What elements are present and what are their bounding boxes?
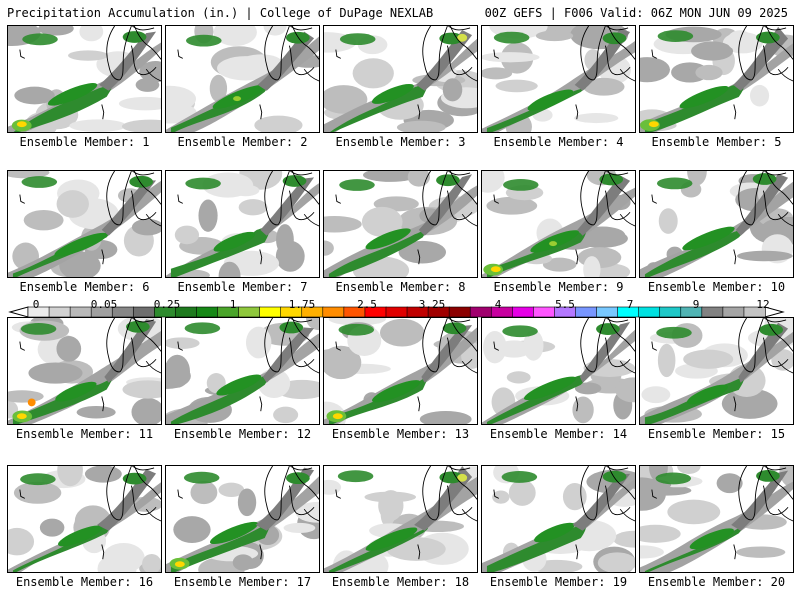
ensemble-member-label: Ensemble Member: 16 [15, 575, 154, 589]
ensemble-member-label: Ensemble Member: 6 [19, 280, 150, 294]
ensemble-member-map [165, 170, 320, 278]
ensemble-member-map [165, 25, 320, 133]
ensemble-member-map [7, 170, 162, 278]
color-scale-cell [575, 306, 598, 318]
ensemble-member-label: Ensemble Member: 17 [173, 575, 312, 589]
ensemble-member-map [481, 25, 636, 133]
color-scale-tick-label: 7 [626, 298, 634, 311]
color-scale-cell [701, 306, 724, 318]
ensemble-member-map [7, 465, 162, 573]
color-scale-cell [638, 306, 661, 318]
color-scale-cell [196, 306, 219, 318]
ensemble-member-map [7, 317, 162, 425]
ensemble-member-label: Ensemble Member: 18 [331, 575, 470, 589]
ensemble-member-map [165, 317, 320, 425]
ensemble-member-map [481, 465, 636, 573]
ensemble-member-label: Ensemble Member: 2 [177, 135, 308, 149]
ensemble-member-map [639, 170, 794, 278]
ensemble-member-label: Ensemble Member: 11 [15, 427, 154, 441]
color-scale-cell [259, 306, 282, 318]
color-scale-cell [238, 306, 261, 318]
ensemble-member-map [481, 317, 636, 425]
color-scale-tick-label: 0.05 [90, 298, 118, 311]
ensemble-member-label: Ensemble Member: 9 [493, 280, 624, 294]
ensemble-member-label: Ensemble Member: 10 [647, 280, 786, 294]
color-scale-tick-label: 9 [692, 298, 700, 311]
color-scale-tick-label: 1 [229, 298, 237, 311]
ensemble-member-label: Ensemble Member: 5 [651, 135, 782, 149]
ensemble-member-map [323, 25, 478, 133]
color-scale-cell [322, 306, 345, 318]
color-scale-tick-label: 2.5 [357, 298, 377, 311]
color-scale-tick-label: 4 [494, 298, 502, 311]
ensemble-member-label: Ensemble Member: 20 [647, 575, 786, 589]
color-scale-cell [469, 306, 492, 318]
chart-title: Precipitation Accumulation (in.) | Colle… [7, 6, 434, 20]
ensemble-member-label: Ensemble Member: 1 [19, 135, 150, 149]
ensemble-member-label: Ensemble Member: 3 [335, 135, 466, 149]
ensemble-member-map [7, 25, 162, 133]
color-scale-cell [722, 306, 745, 318]
ensemble-member-label: Ensemble Member: 13 [331, 427, 470, 441]
ensemble-member-label: Ensemble Member: 15 [647, 427, 786, 441]
ensemble-member-label: Ensemble Member: 4 [493, 135, 624, 149]
color-scale-cell [48, 306, 71, 318]
ensemble-member-map [323, 317, 478, 425]
color-scale-tick-label: 1.75 [288, 298, 316, 311]
ensemble-member-map [165, 465, 320, 573]
color-scale-cell [596, 306, 619, 318]
color-scale-bar [8, 306, 785, 318]
color-scale-tick-label: 0 [32, 298, 40, 311]
ensemble-member-map [639, 25, 794, 133]
run-valid-time: 00Z GEFS | F006 Valid: 06Z MON JUN 09 20… [484, 6, 788, 20]
color-scale-tick-label: 5.5 [555, 298, 575, 311]
color-scale-tick-label: 3.25 [418, 298, 446, 311]
ensemble-member-map [481, 170, 636, 278]
ensemble-member-label: Ensemble Member: 8 [335, 280, 466, 294]
ensemble-member-map [323, 170, 478, 278]
color-scale-tick-label: 12 [756, 298, 770, 311]
color-scale-cell [69, 306, 92, 318]
color-scale-cell [448, 306, 471, 318]
ensemble-member-label: Ensemble Member: 12 [173, 427, 312, 441]
color-scale-cell [533, 306, 556, 318]
ensemble-member-label: Ensemble Member: 7 [177, 280, 308, 294]
ensemble-member-label: Ensemble Member: 14 [489, 427, 628, 441]
ensemble-member-map [639, 317, 794, 425]
ensemble-member-map [323, 465, 478, 573]
ensemble-member-label: Ensemble Member: 19 [489, 575, 628, 589]
color-scale-cell [132, 306, 156, 318]
ensemble-member-map [639, 465, 794, 573]
color-scale-tick-label: 0.25 [153, 298, 181, 311]
color-scale-cell [385, 306, 408, 318]
color-scale-cell [659, 306, 682, 318]
color-scale-cell [512, 306, 535, 318]
